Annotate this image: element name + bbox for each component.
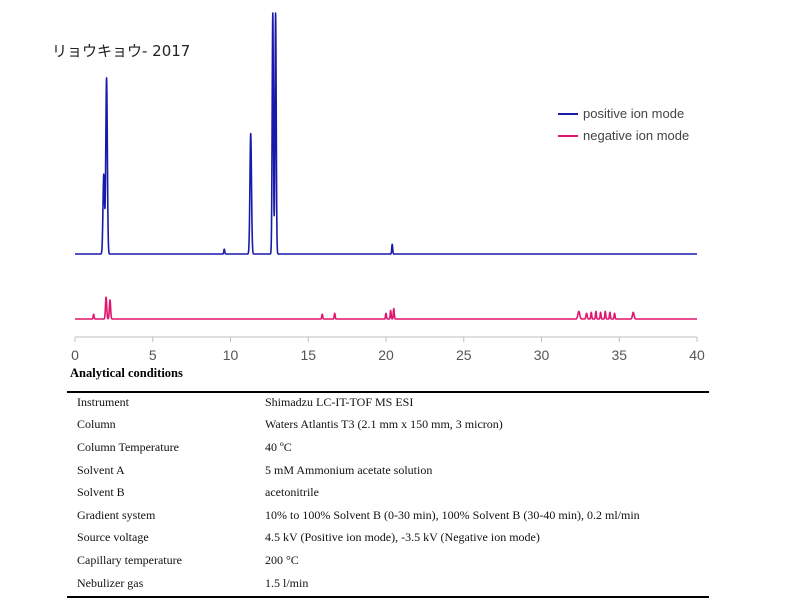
series-line-negative [74, 296, 698, 320]
x-tick-label: 20 [378, 347, 394, 363]
param-cell: Column Temperature [77, 439, 179, 454]
table-row: Instrument Shimadzu LC-IT-TOF MS ESI [67, 391, 709, 414]
x-tick-label: 25 [456, 347, 472, 363]
param-cell: Solvent B [77, 485, 125, 500]
x-tick-label: 35 [611, 347, 627, 363]
value-cell: Waters Atlantis T3 (2.1 mm x 150 mm, 3 m… [265, 417, 503, 432]
value-cell: 40 ºC [265, 439, 292, 454]
param-cell: Capillary temperature [77, 552, 182, 567]
table-row: Capillary temperature 200 °C [67, 549, 709, 572]
legend-label-positive: positive ion mode [583, 106, 684, 121]
conditions-table: Instrument Shimadzu LC-IT-TOF MS ESI Colum… [67, 391, 709, 594]
series-layer [74, 12, 698, 320]
value-cell: 4.5 kV (Positive ion mode), -3.5 kV (Neg… [265, 530, 540, 545]
value-cell: acetonitrile [265, 485, 319, 500]
table-row: Solvent A 5 mM Ammonium acetate solution [67, 459, 709, 482]
value-cell: 200 °C [265, 552, 299, 567]
table-top-rule [67, 391, 709, 393]
legend: positive ion mode negative ion mode [558, 106, 689, 143]
value-cell: 1.5 l/min [265, 575, 309, 590]
param-cell: Gradient system [77, 507, 156, 522]
table-row: Nebulizer gas 1.5 l/min [67, 572, 709, 595]
param-cell: Nebulizer gas [77, 575, 144, 590]
legend-label-negative: negative ion mode [583, 128, 689, 143]
value-cell: 5 mM Ammonium acetate solution [265, 462, 433, 477]
param-cell: Instrument [77, 394, 129, 409]
value-cell: 10% to 100% Solvent B (0-30 min), 100% S… [265, 507, 640, 522]
table-row: Solvent B acetonitrile [67, 481, 709, 504]
table-row: Source voltage 4.5 kV (Positive ion mode)… [67, 527, 709, 550]
chart-title: リョウキョウ- 2017 [52, 42, 190, 60]
param-cell: Solvent A [77, 462, 125, 477]
x-tick-label: 40 [689, 347, 705, 363]
x-tick-label: 5 [149, 347, 157, 363]
table-row: Column Waters Atlantis T3 (2.1 mm x 150 m… [67, 414, 709, 437]
value-cell: Shimadzu LC-IT-TOF MS ESI [265, 394, 414, 409]
x-tick-label: 10 [223, 347, 239, 363]
x-tick-label: 30 [534, 347, 550, 363]
param-cell: Source voltage [77, 530, 149, 545]
table-bottom-rule [67, 596, 709, 598]
table-row: Column Temperature 40 ºC [67, 436, 709, 459]
table-row: Gradient system 10% to 100% Solvent B (0-… [67, 504, 709, 527]
x-tick-label: 15 [300, 347, 316, 363]
x-axis-ticks: 0 5 10 15 20 25 30 35 40 [71, 337, 705, 363]
chromatogram-chart: リョウキョウ- 2017 positive ion mode negative … [52, 12, 705, 363]
conditions-title: Analytical conditions [70, 366, 183, 380]
x-tick-label: 0 [71, 347, 79, 363]
series-line-positive [74, 12, 698, 255]
param-cell: Column [77, 417, 116, 432]
